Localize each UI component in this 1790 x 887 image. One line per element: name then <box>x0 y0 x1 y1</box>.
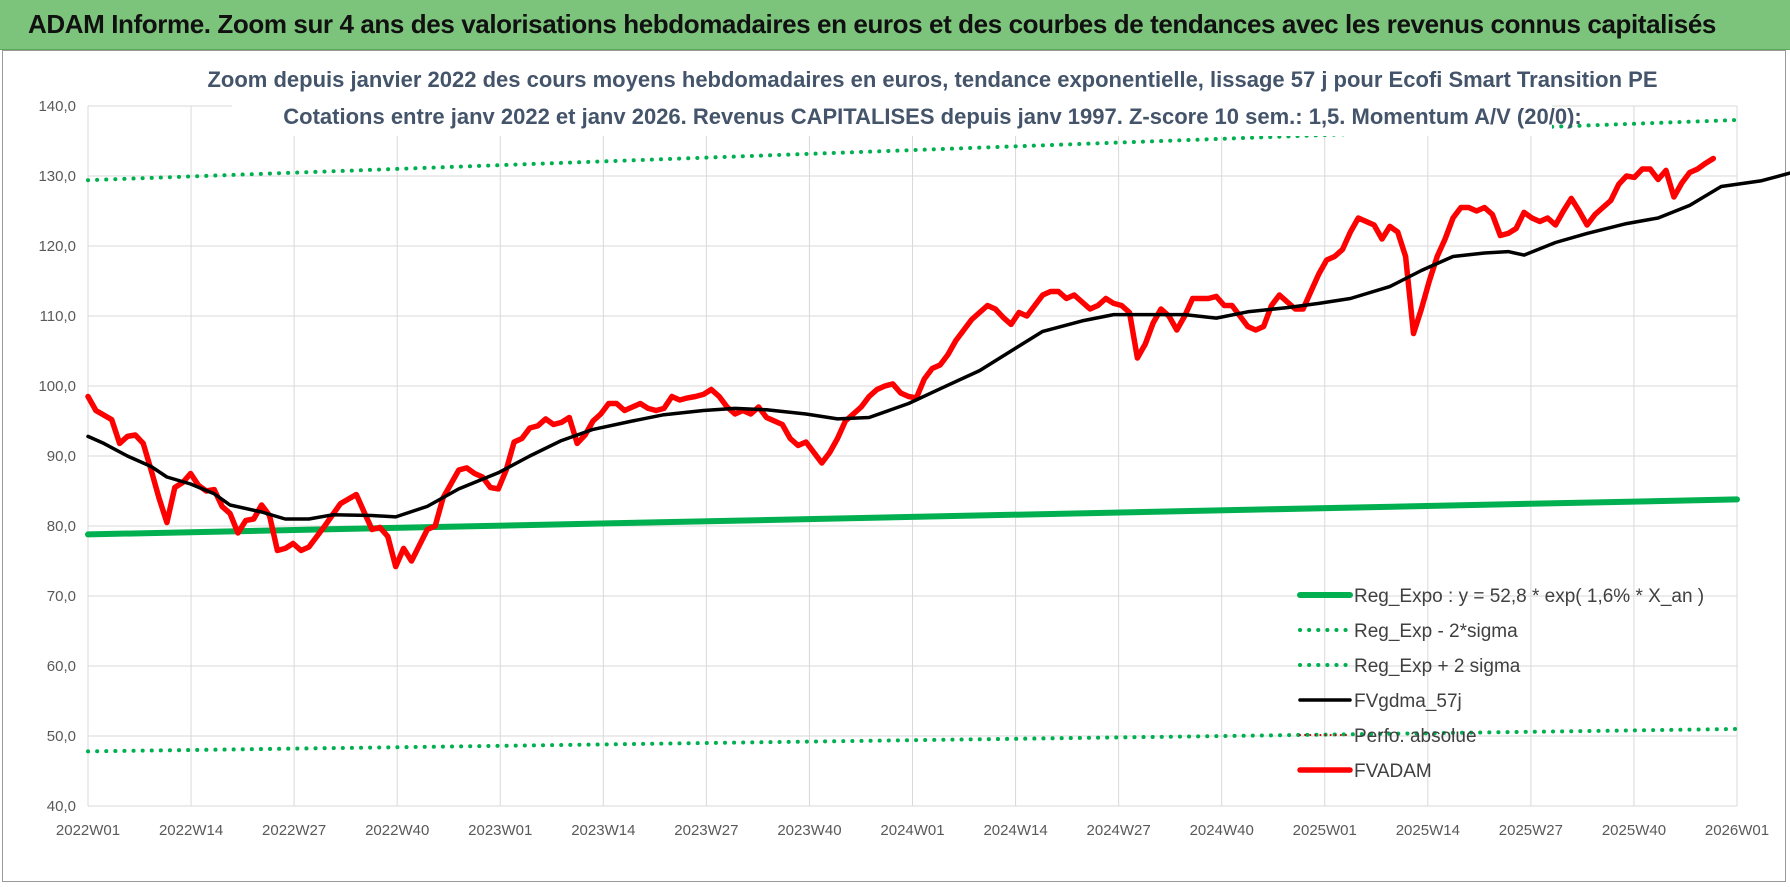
y-tick-label: 60,0 <box>47 658 76 675</box>
report-banner: ADAM Informe. Zoom sur 4 ans des valoris… <box>0 0 1790 50</box>
series-line-0 <box>85 496 1740 538</box>
x-tick-label: 2024W27 <box>1087 822 1151 839</box>
y-tick-label: 50,0 <box>47 728 76 745</box>
x-tick-label: 2025W27 <box>1499 822 1563 839</box>
axis-labels: 40,0 50,0 60,0 70,0 80,0 90,0 100,0 110,0 120,0 1… <box>38 98 1769 839</box>
chart-title-block: Zoom depuis janvier 2022 des cours moyen… <box>207 64 1658 136</box>
legend-label: Perfo. absolue <box>1354 726 1477 747</box>
x-tick-label: 2022W40 <box>365 822 429 839</box>
x-tick-label: 2025W14 <box>1396 822 1460 839</box>
chart-title-line-2: Cotations entre janv 2022 et janv 2026. … <box>283 104 1581 129</box>
x-tick-label: 2023W40 <box>777 822 841 839</box>
grid-lines <box>87 105 1738 807</box>
legend: Reg_Expo : y = 52,8 * exp( 1,6% * X_an )… <box>1297 586 1704 782</box>
y-tick-label: 70,0 <box>47 588 76 605</box>
chart-title-background <box>232 64 1552 136</box>
legend-label: Reg_Expo : y = 52,8 * exp( 1,6% * X_an ) <box>1354 586 1704 607</box>
y-tick-label: 110,0 <box>40 308 76 325</box>
x-tick-label: 2022W01 <box>56 822 120 839</box>
x-tick-label: 2023W01 <box>468 822 532 839</box>
chart-frame <box>2 50 1786 882</box>
y-tick-label: 90,0 <box>47 448 76 465</box>
y-tick-label: 40,0 <box>47 798 76 815</box>
y-tick-label: 120,0 <box>38 238 76 255</box>
legend-label: FVADAM <box>1354 761 1432 782</box>
y-tick-label: 140,0 <box>38 98 76 115</box>
x-tick-label: 2024W14 <box>983 822 1047 839</box>
x-tick-label: 2022W14 <box>159 822 223 839</box>
legend-label: FVgdma_57j <box>1354 691 1462 712</box>
x-tick-label: 2024W40 <box>1190 822 1254 839</box>
x-tick-label: 2022W27 <box>262 822 326 839</box>
x-tick-label: 2024W01 <box>880 822 944 839</box>
x-tick-label: 2023W27 <box>674 822 738 839</box>
y-tick-label: 100,0 <box>38 378 76 395</box>
x-tick-label: 2023W14 <box>571 822 635 839</box>
x-tick-label: 2026W01 <box>1705 822 1769 839</box>
chart-title-line-1: Zoom depuis janvier 2022 des cours moyen… <box>207 67 1657 92</box>
report-title: ADAM Informe. Zoom sur 4 ans des valoris… <box>28 9 1716 39</box>
series-layer <box>85 118 1790 754</box>
x-tick-label: 2025W40 <box>1602 822 1666 839</box>
series-line-3 <box>86 171 1790 521</box>
x-tick-label: 2025W01 <box>1293 822 1357 839</box>
y-tick-label: 130,0 <box>38 168 76 185</box>
legend-label: Reg_Exp + 2 sigma <box>1354 656 1521 677</box>
legend-label: Reg_Exp - 2*sigma <box>1354 621 1518 642</box>
y-tick-label: 80,0 <box>47 518 76 535</box>
series-line-1 <box>86 727 1739 754</box>
series-line-5 <box>85 155 1717 570</box>
